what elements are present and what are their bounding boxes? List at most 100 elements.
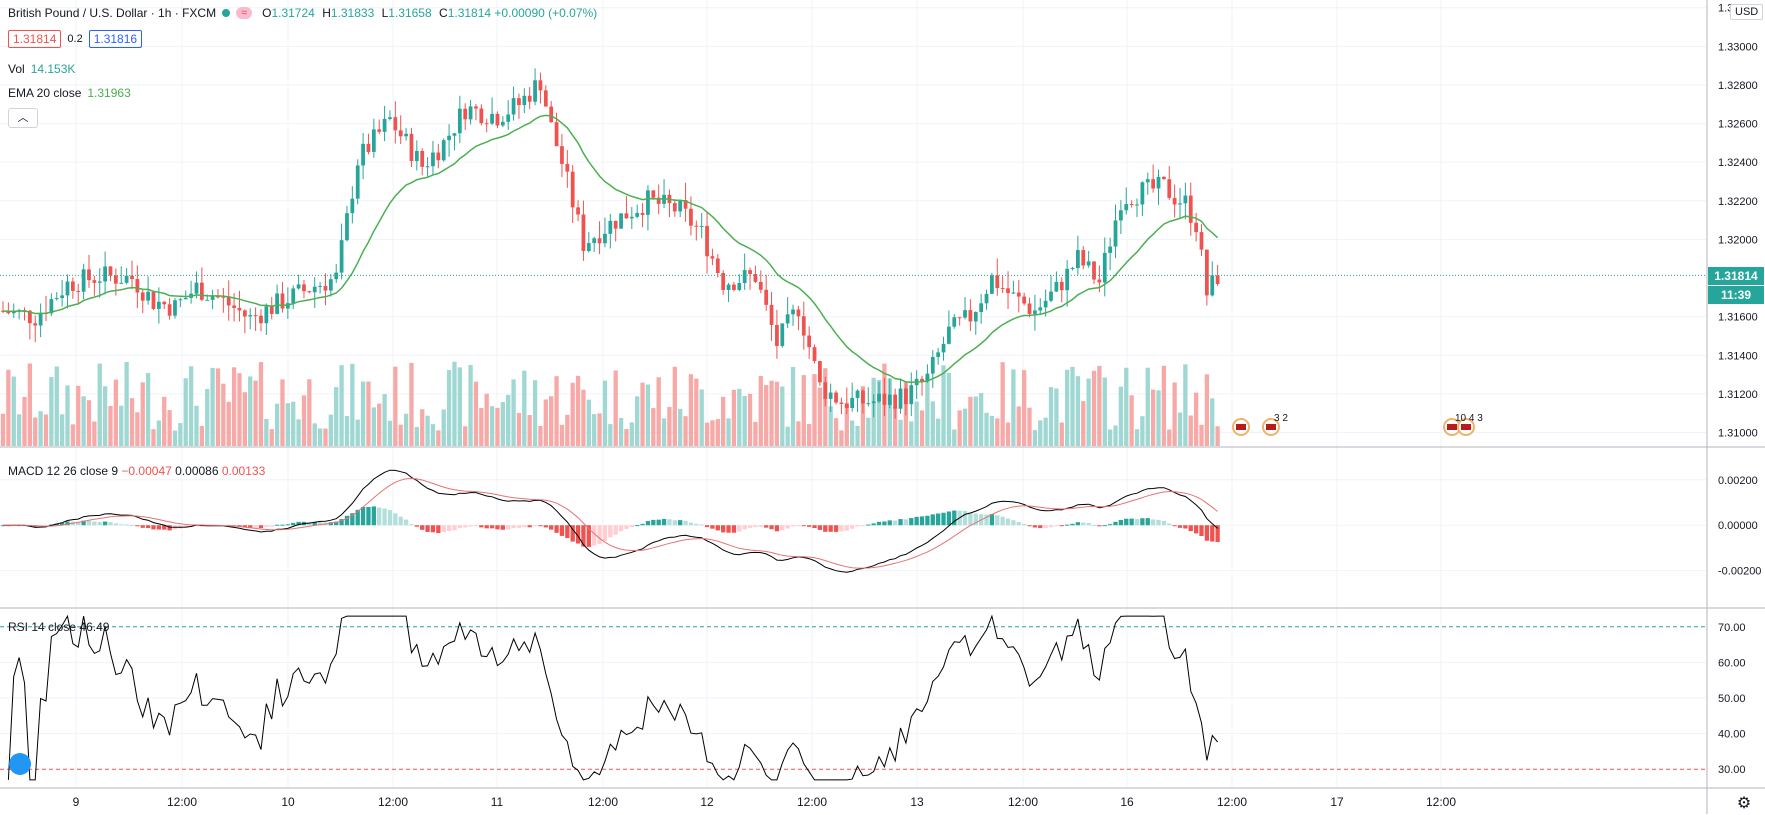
candle-body (119, 282, 124, 284)
macd-histogram-bar (812, 525, 817, 529)
buy-price-button[interactable]: 1.31816 (88, 30, 143, 48)
price-axis-label: 1.33000 (1718, 41, 1758, 53)
macd-histogram-bar (516, 525, 522, 528)
macd-histogram-bar (344, 515, 350, 526)
candle-body (597, 238, 602, 244)
candle-body (990, 275, 994, 294)
candle-body (506, 114, 511, 122)
volume-bar (430, 424, 436, 446)
candle-body (613, 220, 618, 229)
currency-label[interactable]: USD (1730, 4, 1764, 20)
candle-body (441, 140, 446, 161)
candle-body (1140, 182, 1145, 205)
time-tick-label: 10 (281, 795, 295, 809)
candle-body (968, 310, 973, 322)
volume-bar (495, 407, 500, 446)
macd-histogram-bar (436, 525, 441, 534)
countdown-tag: 11:39 (1708, 286, 1764, 304)
macd-histogram-bar (1188, 525, 1193, 532)
macd-histogram-bar (59, 522, 65, 526)
volume-bar (710, 420, 715, 446)
macd-histogram-bar (43, 525, 49, 527)
macd-histogram-bar (291, 522, 296, 526)
sell-price-button[interactable]: 1.31814 (8, 30, 62, 48)
macd-histogram-bar (522, 525, 527, 528)
gear-icon[interactable]: ⚙ (1737, 795, 1751, 812)
volume-bar (323, 428, 328, 446)
candle-body (130, 275, 134, 279)
volume-bar (661, 418, 667, 446)
candle-body (1135, 204, 1139, 206)
symbol-title[interactable]: British Pound / U.S. Dollar · 1h · FXCM (8, 6, 217, 20)
candle-body (425, 166, 430, 168)
candle-body (920, 378, 924, 382)
macd-histogram-bar (296, 521, 301, 526)
volume-bar (672, 366, 677, 446)
macd-histogram-bar (1113, 521, 1118, 526)
candle-body (834, 392, 838, 403)
volume-bar (1107, 429, 1113, 446)
macd-histogram-bar (280, 524, 285, 526)
volume-bar (694, 378, 699, 446)
candle-body (355, 165, 360, 199)
volume-bar (656, 377, 661, 446)
compare-icon[interactable]: ≈ (236, 7, 253, 19)
candle-body (963, 310, 967, 318)
macd-histogram-bar (796, 525, 801, 527)
time-tick-label: 16 (1120, 795, 1134, 809)
volume-bar (339, 365, 344, 446)
volume-bar (715, 419, 720, 446)
volume-bar (608, 424, 613, 446)
macd-histogram-bar (393, 513, 398, 526)
volume-bar (463, 426, 468, 446)
candle-body (371, 129, 376, 152)
candle-body (812, 347, 817, 362)
macd-histogram-bar (1097, 525, 1102, 527)
macd-histogram-bar (925, 515, 930, 526)
macd-histogram-bar (414, 525, 419, 527)
volume-bar (468, 364, 473, 446)
volume-bar (629, 422, 634, 446)
macd-histogram-bar (1210, 525, 1215, 542)
candle-body (113, 275, 118, 284)
macd-histogram-bar (258, 525, 264, 529)
macd-histogram-bar (285, 524, 290, 526)
volume-bar (1102, 377, 1107, 446)
volume-bar (489, 406, 495, 446)
candle-body (823, 382, 828, 399)
ema-legend[interactable]: EMA 20 close 1.31963 (8, 86, 131, 100)
event-count: 10 4 3 (1455, 413, 1483, 424)
macd-histogram-bar (726, 525, 731, 533)
macd-histogram-bar (592, 525, 597, 546)
candle-body (1194, 222, 1199, 233)
volume-bar (817, 387, 823, 446)
candle-body (269, 306, 274, 314)
macd-histogram-bar (667, 519, 672, 526)
candle-body (1027, 303, 1032, 314)
volume-bar (16, 414, 22, 446)
candle-body (769, 304, 774, 325)
candle-body (232, 305, 236, 308)
macd-histogram-bar (1129, 518, 1134, 526)
rsi-legend[interactable]: RSI 14 close 46.49 (8, 620, 110, 634)
macd-axis-label: -0.00200 (1718, 566, 1761, 578)
volume-bar (403, 413, 409, 446)
collapse-legend-button[interactable]: ︿ (8, 108, 38, 128)
macd-histogram-bar (194, 525, 199, 527)
macd-histogram-bar (844, 525, 849, 531)
macd-legend[interactable]: MACD 12 26 close 9 −0.00047 0.00086 0.00… (8, 464, 266, 478)
macd-histogram-bar (833, 525, 839, 532)
volume-bar (248, 376, 253, 446)
volume-bar (559, 424, 565, 446)
macd-histogram-bar (1167, 523, 1172, 526)
volume-bar (1043, 417, 1048, 446)
macd-histogram-bar (1059, 525, 1064, 527)
candle-body (1092, 261, 1096, 280)
macd-histogram-bar (721, 525, 726, 533)
volume-bar (1204, 374, 1210, 446)
volume-legend[interactable]: Vol 14.153K (8, 62, 76, 76)
macd-histogram-bar (355, 509, 360, 526)
candle-body (1038, 307, 1043, 311)
volume-bar (554, 376, 559, 446)
